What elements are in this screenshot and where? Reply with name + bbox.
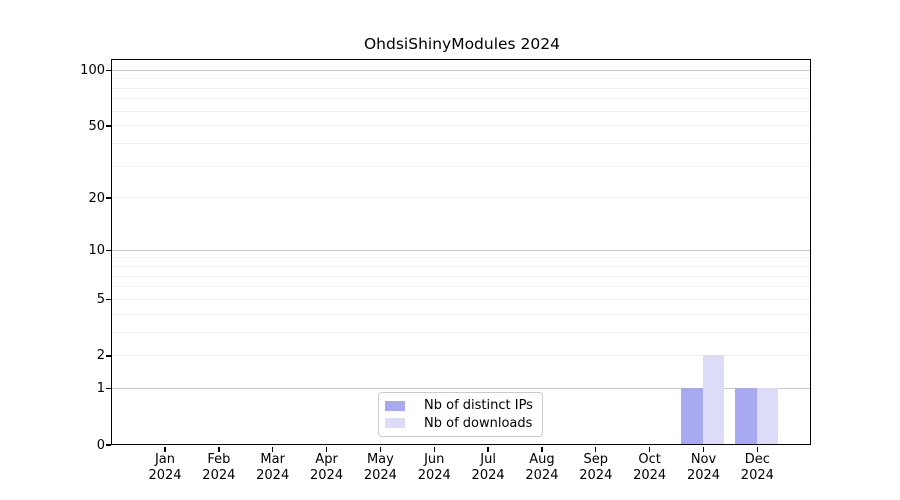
x-axis-tick-mark — [595, 446, 597, 452]
x-axis-tick-label: Jul 2024 — [448, 452, 528, 484]
x-tick-year: 2024 — [525, 468, 559, 483]
gridline-minor — [112, 143, 811, 144]
legend-swatch-distinct-ips — [385, 400, 405, 411]
x-tick-year: 2024 — [256, 468, 290, 483]
legend-item-downloads: Nb of downloads — [385, 415, 534, 432]
x-axis-tick-label: Mar 2024 — [233, 452, 313, 484]
x-axis-tick-mark — [756, 446, 759, 452]
y-axis-tick-label: 10 — [88, 243, 105, 259]
y-axis-tick-mark — [106, 444, 112, 446]
x-axis-tick-label: Dec 2024 — [717, 452, 797, 484]
y-axis-tick-mark — [106, 125, 112, 127]
gridline-minor — [112, 197, 811, 199]
x-tick-year: 2024 — [363, 468, 397, 483]
legend-label-distinct-ips: Nb of distinct IPs — [424, 398, 533, 414]
x-tick-year: 2024 — [633, 468, 667, 483]
gridline-minor — [112, 165, 811, 167]
y-axis-tick-mark — [106, 388, 112, 390]
x-tick-month: Jan — [154, 452, 176, 467]
x-axis-tick-label: Jan 2024 — [125, 452, 205, 484]
x-axis-tick-mark — [702, 446, 705, 452]
y-axis-tick-label: 1 — [96, 381, 105, 397]
x-axis-tick-mark — [541, 446, 543, 452]
x-tick-month: Aug — [529, 452, 555, 467]
x-tick-month: Apr — [315, 452, 338, 467]
bar-distinct-ips-nov — [681, 387, 703, 445]
x-tick-month: Jul — [480, 452, 496, 467]
x-axis-tick-mark — [648, 446, 651, 452]
legend-label-downloads: Nb of downloads — [424, 415, 533, 431]
gridline-minor — [112, 87, 811, 89]
gridline-minor — [112, 286, 811, 288]
x-tick-year: 2024 — [202, 468, 236, 483]
gridline-minor — [112, 331, 811, 333]
x-axis-tick-label: Sep 2024 — [556, 452, 636, 484]
y-axis-tick-label: 50 — [88, 118, 105, 134]
x-tick-month: Nov — [690, 452, 717, 467]
y-axis-tick-label: 100 — [80, 63, 105, 79]
x-tick-month: May — [366, 452, 394, 467]
x-axis-tick-mark — [433, 446, 435, 452]
x-tick-month: Sep — [583, 452, 609, 467]
gridline-minor — [112, 355, 811, 357]
y-axis-tick-label: 2 — [96, 348, 105, 364]
legend-item-distinct-ips: Nb of distinct IPs — [385, 397, 534, 414]
gridline-major — [112, 387, 811, 389]
gridline-minor — [112, 275, 811, 277]
y-axis-tick-mark — [106, 197, 112, 199]
legend: Nb of distinct IPs Nb of downloads — [378, 392, 543, 437]
x-axis-tick-mark — [325, 446, 328, 452]
x-axis-tick-mark — [379, 446, 382, 452]
x-axis-tick-label: Feb 2024 — [179, 452, 259, 484]
x-tick-year: 2024 — [148, 468, 182, 483]
x-tick-month: Jun — [424, 452, 445, 467]
y-axis-tick-label: 20 — [88, 190, 105, 206]
bar-downloads-nov — [702, 355, 725, 445]
x-axis-tick-label: Aug 2024 — [502, 452, 582, 484]
x-tick-year: 2024 — [310, 468, 344, 483]
x-tick-year: 2024 — [471, 468, 505, 483]
bar-distinct-ips-dec — [735, 387, 757, 445]
x-axis-tick-label: Oct 2024 — [610, 452, 690, 484]
y-axis-tick-mark — [106, 298, 112, 301]
x-axis-tick-mark — [164, 446, 166, 452]
x-axis-tick-mark — [272, 446, 274, 452]
x-axis-tick-mark — [487, 446, 489, 452]
gridline-minor — [112, 265, 811, 267]
x-axis-tick-label: Apr 2024 — [287, 452, 367, 484]
gridline-major — [112, 249, 811, 251]
x-axis-tick-mark — [218, 446, 220, 452]
gridline-minor — [112, 298, 811, 300]
chart-title: OhdsiShinyModules 2024 — [363, 35, 561, 53]
y-axis-tick-mark — [106, 355, 112, 357]
gridline-minor — [112, 257, 811, 259]
x-tick-month: Mar — [260, 452, 285, 467]
x-tick-month: Oct — [638, 452, 661, 467]
y-axis-tick-mark — [106, 249, 112, 252]
y-axis-tick-label: 0 — [96, 437, 105, 453]
plot-area — [111, 59, 812, 446]
y-axis-tick-label: 5 — [96, 292, 105, 308]
x-tick-year: 2024 — [579, 468, 613, 483]
x-tick-year: 2024 — [417, 468, 451, 483]
gridline-minor — [112, 98, 811, 100]
x-axis-tick-label: Jun 2024 — [394, 452, 474, 484]
gridline-major — [112, 69, 811, 71]
x-tick-month: Feb — [207, 452, 231, 467]
x-axis-tick-label: Nov 2024 — [664, 452, 744, 484]
gridline-minor — [112, 125, 811, 127]
x-tick-year: 2024 — [740, 468, 774, 483]
gridline-minor — [112, 110, 811, 112]
y-axis-tick-mark — [106, 69, 112, 72]
x-axis-tick-label: May 2024 — [340, 452, 420, 484]
gridline-minor — [112, 313, 811, 315]
x-tick-month: Dec — [744, 452, 770, 467]
bar-downloads-dec — [756, 387, 779, 445]
x-tick-year: 2024 — [686, 468, 721, 483]
gridline-minor — [112, 78, 811, 80]
legend-swatch-downloads — [385, 418, 405, 429]
